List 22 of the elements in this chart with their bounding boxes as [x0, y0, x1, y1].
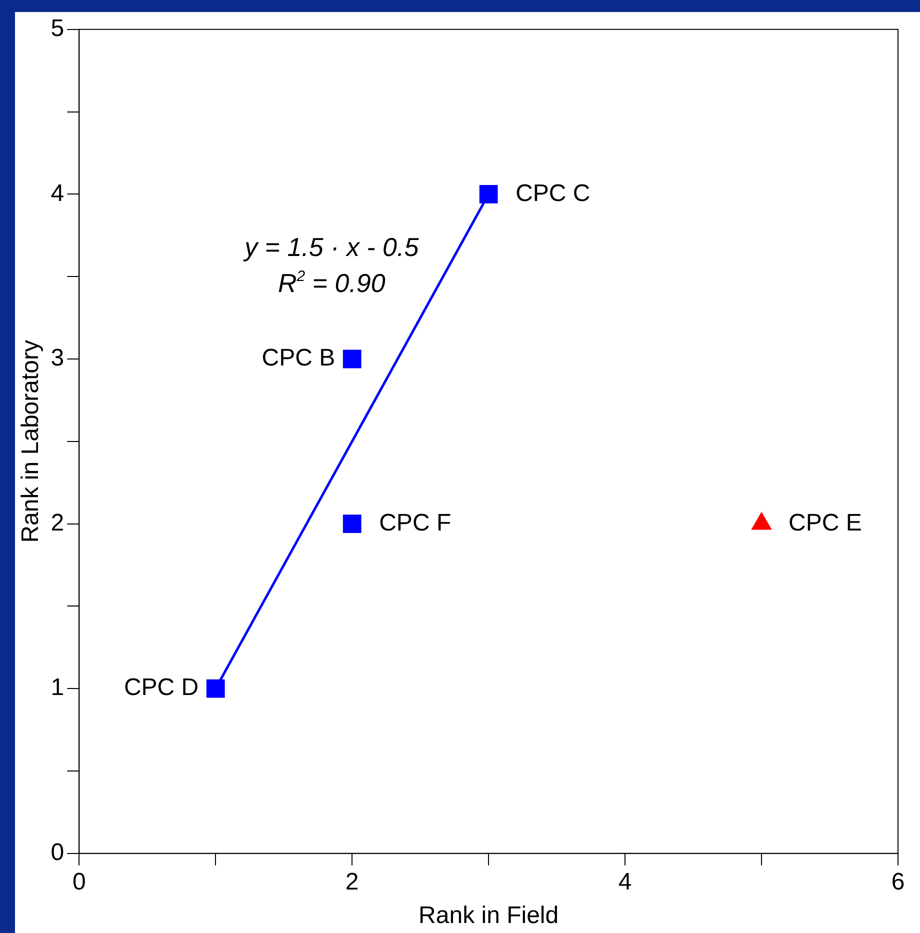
y-tick-label: 0: [50, 839, 64, 866]
annotation: y = 1.5 · x - 0.5: [242, 232, 420, 262]
y-tick-label: 2: [50, 509, 64, 536]
series-label: CPC C: [516, 180, 590, 207]
x-tick-label: 4: [618, 868, 632, 896]
x-tick-label: 6: [891, 868, 905, 896]
point: [342, 514, 362, 533]
y-tick-label: 4: [50, 180, 64, 207]
x-axis-title: Rank in Field: [418, 902, 559, 930]
series-label: CPC B: [262, 344, 336, 372]
point: [342, 350, 362, 368]
y-tick-label: 5: [50, 15, 64, 42]
point: [206, 679, 225, 698]
series-label: CPC E: [788, 509, 862, 536]
x-tick-label: 2: [345, 868, 359, 896]
series-label: CPC D: [124, 674, 199, 702]
point: [479, 185, 498, 204]
y-axis-title: Rank in Laboratory: [17, 340, 44, 543]
x-tick-label: 0: [72, 868, 86, 896]
y-tick-label: 1: [50, 674, 64, 702]
series-label: CPC F: [379, 509, 452, 536]
y-tick-label: 3: [50, 344, 64, 372]
